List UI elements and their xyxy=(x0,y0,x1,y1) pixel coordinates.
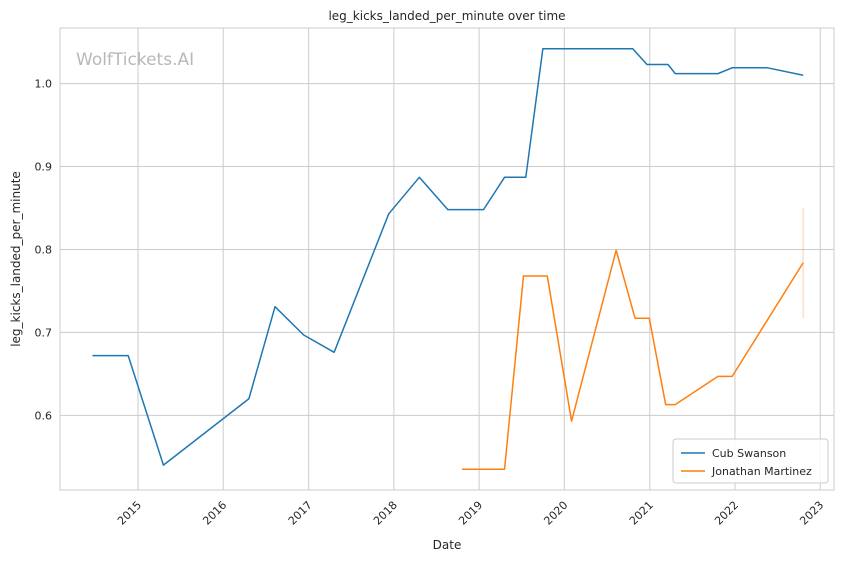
series-line-jonathan-martinez xyxy=(462,249,804,471)
series-line-cub-swanson xyxy=(92,47,804,466)
series-layer xyxy=(92,47,804,471)
y-tick-label: 0.8 xyxy=(35,243,53,256)
y-tick-label: 1.0 xyxy=(35,78,53,91)
legend-label-jonathan-martinez: Jonathan Martinez xyxy=(711,465,812,478)
y-tick-label: 0.6 xyxy=(35,409,53,422)
legend-label-cub-swanson: Cub Swanson xyxy=(712,447,786,460)
watermark: WolfTickets.AI xyxy=(76,50,194,70)
y-axis-label: leg_kicks_landed_per_minute xyxy=(9,171,23,347)
legend-box xyxy=(672,438,829,484)
y-tick-label: 0.7 xyxy=(35,326,53,339)
chart-title: leg_kicks_landed_per_minute over time xyxy=(328,9,565,23)
grid-lines xyxy=(60,28,834,490)
x-axis-label: Date xyxy=(433,538,462,552)
plot-area-frame xyxy=(59,27,835,491)
y-axis-ticks: 0.6 0.7 0.8 0.9 1.0 xyxy=(35,78,53,423)
y-tick-label: 0.9 xyxy=(35,161,53,174)
legend: Cub Swanson Jonathan Martinez xyxy=(672,438,829,484)
